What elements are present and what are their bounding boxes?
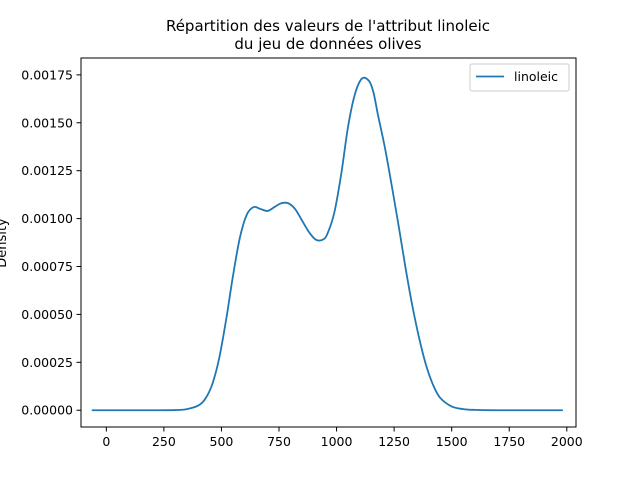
plot-area: [80, 57, 577, 428]
chart-title-line-2: du jeu de données olives: [234, 35, 421, 53]
y-tick-label: 0.00075: [21, 259, 73, 274]
x-tick-label: 250: [152, 434, 176, 449]
x-tick-label: 1250: [378, 434, 410, 449]
legend: linoleic: [469, 63, 570, 92]
legend-box: [469, 63, 570, 92]
x-tick-label: 2000: [551, 434, 583, 449]
x-axis: 0 250 500 750 1000 1250 1500 1750 2000: [102, 427, 583, 449]
y-tick-label: 0.00125: [21, 163, 73, 178]
y-tick-label: 0.00175: [21, 67, 73, 82]
legend-label: linoleic: [514, 69, 558, 84]
series-line-linoleic: [91, 76, 564, 412]
chart-title-line-1: Répartition des valeurs de l'attribut li…: [166, 17, 490, 35]
y-tick-label: 0.00100: [21, 211, 73, 226]
x-tick-label: 1000: [321, 434, 353, 449]
x-tick-label: 1750: [493, 434, 525, 449]
x-tick-label: 1500: [436, 434, 468, 449]
x-tick-label: 500: [210, 434, 234, 449]
y-tick-label: 0.00050: [21, 307, 73, 322]
y-tick-label: 0.00025: [21, 355, 73, 370]
y-axis: 0.00000 0.00025 0.00050 0.00075 0.00100 0.001…: [21, 67, 81, 418]
y-tick-label: 0.00000: [21, 403, 73, 418]
x-tick-label: 750: [267, 434, 291, 449]
y-axis-label: Density: [0, 218, 10, 268]
x-tick-label: 0: [102, 434, 110, 449]
plot-frame: [80, 57, 577, 428]
series-layer: [91, 76, 564, 412]
y-tick-label: 0.00150: [21, 115, 73, 130]
